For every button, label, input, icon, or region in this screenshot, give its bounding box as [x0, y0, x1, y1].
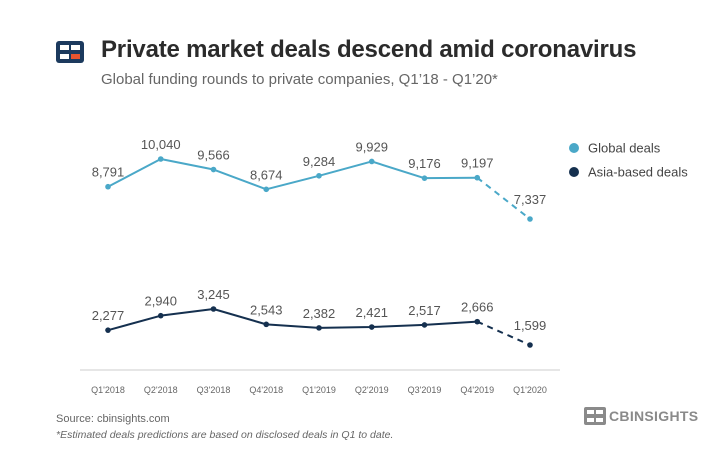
data-point-global — [474, 174, 481, 181]
data-label-asia: 2,666 — [461, 300, 494, 315]
data-point-asia — [105, 327, 111, 333]
series-line-estimated-global — [476, 176, 531, 220]
data-label-global: 8,674 — [250, 167, 283, 182]
data-label-global: 9,176 — [408, 156, 441, 171]
chart-legend: Global deals Asia-based deals — [569, 141, 688, 180]
data-label-asia: 2,940 — [144, 294, 177, 309]
data-point-global — [368, 158, 375, 165]
data-label-global: 10,040 — [141, 137, 181, 152]
data-label-asia: 3,245 — [197, 287, 230, 302]
data-label-global: 9,566 — [197, 148, 230, 163]
x-tick-label: Q3'2018 — [197, 385, 231, 395]
data-label-global: 9,284 — [303, 154, 336, 169]
legend-marker-asia — [569, 167, 579, 177]
data-label-global: 9,929 — [355, 139, 388, 154]
footnote: *Estimated deals predictions are based o… — [56, 429, 394, 441]
data-label-global: 8,791 — [92, 165, 125, 180]
data-point-global — [210, 166, 217, 173]
data-point-global — [316, 172, 322, 179]
x-tick-label: Q3'2019 — [408, 385, 442, 395]
chart-title: Private market deals descend amid corona… — [101, 36, 637, 63]
data-label-asia: 2,543 — [250, 302, 283, 317]
data-label-asia: 2,277 — [92, 308, 125, 323]
x-tick-label: Q2'2018 — [144, 385, 178, 395]
data-point-asia — [316, 325, 322, 331]
data-label-asia: 2,517 — [408, 303, 441, 318]
data-point-asia — [368, 324, 375, 330]
data-label-global: 9,197 — [461, 156, 494, 171]
x-tick-label: Q4'2019 — [460, 385, 494, 395]
data-label-asia: 2,421 — [355, 305, 388, 320]
data-point-asia — [210, 306, 217, 312]
data-point-asia — [157, 312, 164, 319]
data-point-asia — [421, 322, 428, 328]
data-point-asia — [474, 318, 481, 325]
legend-label-asia: Asia-based deals — [588, 165, 688, 180]
data-point-asia — [263, 321, 270, 328]
x-tick-label: Q4'2018 — [249, 385, 283, 395]
brand-text: CBINSIGHTS — [609, 408, 699, 424]
x-tick-label: Q1'2019 — [302, 385, 336, 395]
data-label-global: 7,337 — [514, 192, 547, 207]
x-tick-label: Q1'2020 — [513, 385, 547, 395]
data-point-global — [421, 175, 428, 181]
series-line-estimated-asia — [476, 320, 531, 346]
series-line-global — [107, 158, 478, 191]
cb-insights-logo-icon — [56, 41, 84, 63]
chart-subtitle: Global funding rounds to private compani… — [101, 71, 498, 88]
data-point-global — [105, 183, 111, 190]
brand-logo: CBINSIGHTS — [584, 406, 698, 426]
source-note: Source: cbinsights.com — [56, 413, 170, 425]
data-point-global — [157, 156, 164, 162]
data-label-asia: 2,382 — [303, 306, 336, 321]
data-point-global — [527, 216, 533, 222]
data-point-asia — [527, 342, 533, 348]
legend-label-global: Global deals — [588, 141, 661, 156]
series-line-asia — [107, 308, 478, 332]
x-tick-label: Q2'2019 — [355, 385, 389, 395]
x-tick-label: Q1'2018 — [91, 385, 125, 395]
data-label-asia: 1,599 — [514, 318, 547, 333]
data-point-global — [263, 186, 270, 193]
legend-marker-global — [569, 143, 579, 153]
cb-insights-brand-icon — [584, 407, 606, 425]
